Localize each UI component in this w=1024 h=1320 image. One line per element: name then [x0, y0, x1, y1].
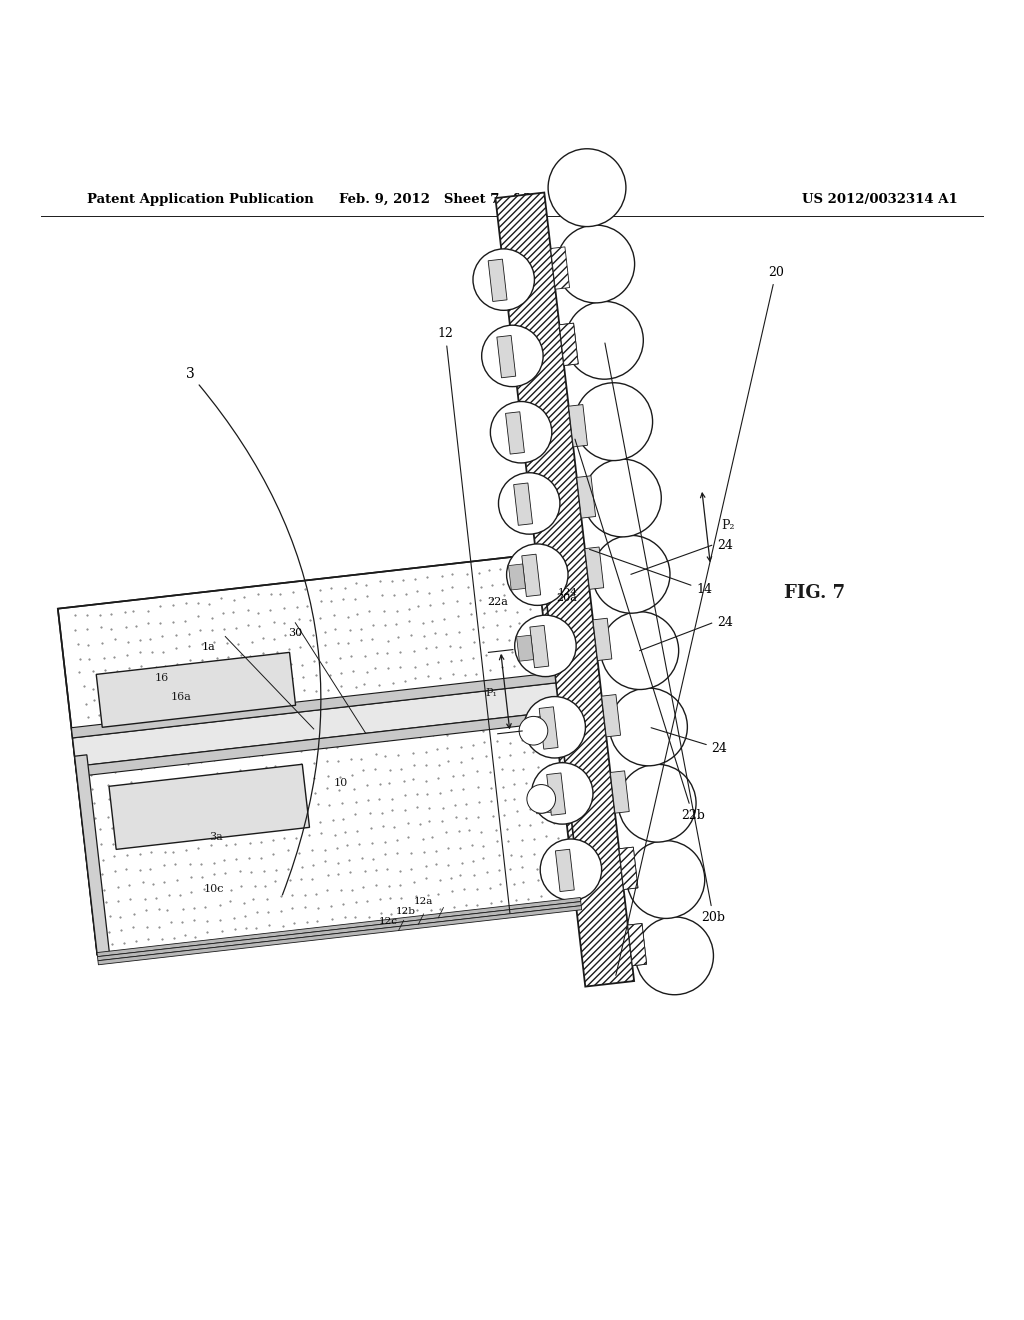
Text: 24: 24 — [717, 540, 733, 552]
Polygon shape — [97, 898, 581, 957]
Text: US 2012/0032314 A1: US 2012/0032314 A1 — [802, 193, 957, 206]
Polygon shape — [509, 564, 525, 590]
Circle shape — [548, 149, 626, 227]
Text: P₂: P₂ — [721, 519, 735, 532]
Text: 3a: 3a — [209, 832, 223, 842]
Text: 24: 24 — [651, 727, 728, 755]
Polygon shape — [628, 924, 646, 966]
Text: 30: 30 — [288, 628, 302, 638]
Circle shape — [473, 249, 535, 310]
Circle shape — [515, 615, 577, 677]
Text: 3: 3 — [185, 367, 321, 895]
Polygon shape — [526, 717, 543, 743]
Circle shape — [507, 544, 568, 606]
Polygon shape — [497, 335, 516, 378]
Circle shape — [481, 325, 543, 387]
Circle shape — [574, 383, 652, 461]
Circle shape — [527, 784, 556, 813]
Text: 16a: 16a — [171, 692, 191, 701]
Circle shape — [592, 536, 670, 614]
Circle shape — [584, 459, 662, 537]
Polygon shape — [555, 849, 574, 891]
Text: 12b: 12b — [395, 907, 416, 916]
Text: 10: 10 — [334, 777, 347, 788]
Polygon shape — [529, 626, 549, 668]
Polygon shape — [577, 475, 596, 519]
Text: 22b: 22b — [574, 440, 705, 822]
Polygon shape — [73, 682, 559, 767]
Polygon shape — [547, 774, 565, 816]
Polygon shape — [75, 755, 110, 954]
Text: 12a: 12a — [414, 896, 433, 906]
Text: 24: 24 — [717, 616, 733, 630]
Polygon shape — [488, 259, 507, 301]
Text: Patent Application Publication: Patent Application Publication — [87, 193, 313, 206]
Polygon shape — [559, 323, 579, 366]
Polygon shape — [568, 404, 588, 447]
Text: 12c: 12c — [379, 917, 397, 927]
Polygon shape — [522, 554, 541, 597]
Circle shape — [627, 841, 705, 919]
Text: 14: 14 — [590, 549, 713, 597]
Polygon shape — [585, 546, 604, 589]
Polygon shape — [602, 694, 621, 737]
Text: 12: 12 — [437, 327, 510, 913]
Text: 10c: 10c — [203, 883, 223, 894]
Polygon shape — [593, 618, 612, 660]
Polygon shape — [514, 483, 532, 525]
Text: 20a: 20a — [556, 593, 578, 603]
Text: 20b: 20b — [605, 343, 725, 924]
Text: P₁: P₁ — [485, 688, 498, 697]
Circle shape — [609, 688, 687, 766]
Polygon shape — [57, 553, 581, 954]
Circle shape — [531, 763, 593, 824]
Text: 1a: 1a — [202, 642, 215, 652]
Polygon shape — [540, 706, 558, 750]
Text: 20: 20 — [615, 267, 784, 975]
Text: Feb. 9, 2012   Sheet 7 of 20: Feb. 9, 2012 Sheet 7 of 20 — [339, 193, 542, 206]
Circle shape — [565, 301, 643, 379]
Polygon shape — [620, 847, 638, 890]
Polygon shape — [109, 764, 309, 849]
Text: FIG. 7: FIG. 7 — [783, 585, 845, 602]
Polygon shape — [559, 323, 579, 366]
Polygon shape — [76, 711, 560, 776]
Circle shape — [490, 401, 552, 463]
Polygon shape — [506, 412, 524, 454]
Text: 22a: 22a — [487, 597, 508, 607]
Polygon shape — [96, 652, 296, 727]
Polygon shape — [534, 788, 551, 814]
Circle shape — [618, 764, 696, 842]
Circle shape — [557, 226, 635, 302]
Circle shape — [601, 611, 679, 689]
Polygon shape — [97, 902, 582, 961]
Polygon shape — [610, 771, 629, 813]
Circle shape — [636, 917, 714, 995]
Polygon shape — [516, 635, 534, 661]
Circle shape — [499, 473, 560, 535]
Text: 124: 124 — [557, 587, 578, 597]
Polygon shape — [98, 906, 582, 965]
Text: 16: 16 — [155, 673, 169, 684]
Circle shape — [524, 697, 586, 758]
Circle shape — [519, 717, 548, 744]
Polygon shape — [496, 193, 634, 986]
Circle shape — [541, 840, 602, 900]
Polygon shape — [72, 673, 556, 738]
Polygon shape — [551, 247, 569, 289]
Polygon shape — [620, 847, 638, 890]
Polygon shape — [628, 924, 646, 966]
